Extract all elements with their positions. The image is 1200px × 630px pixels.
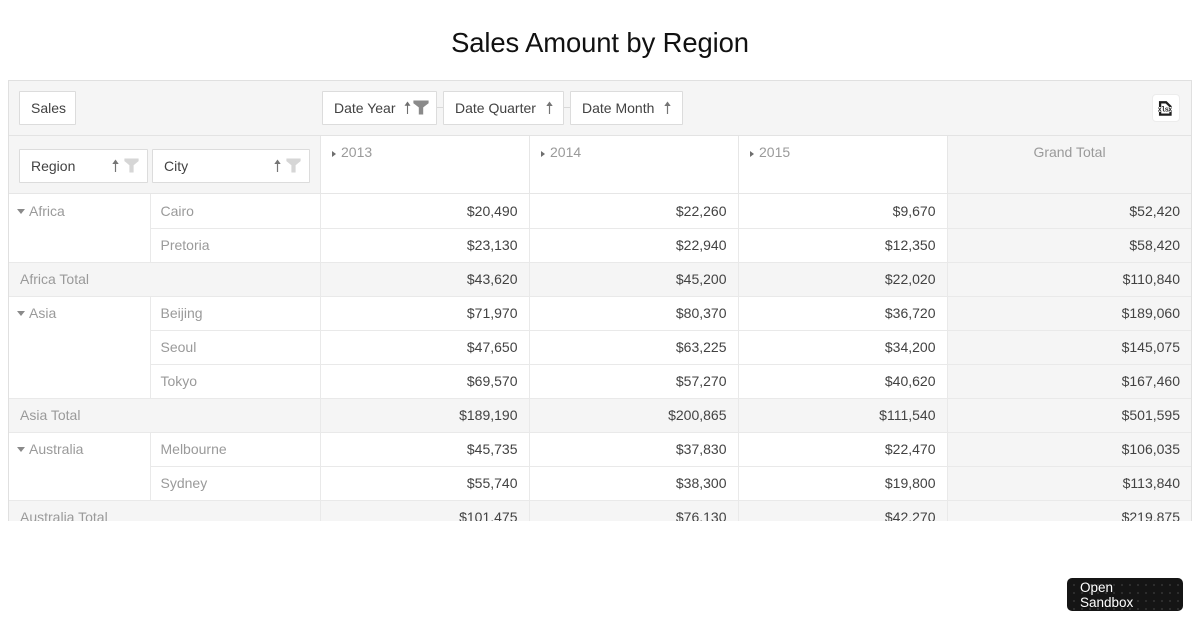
svg-text:xlsx: xlsx <box>1158 106 1173 114</box>
